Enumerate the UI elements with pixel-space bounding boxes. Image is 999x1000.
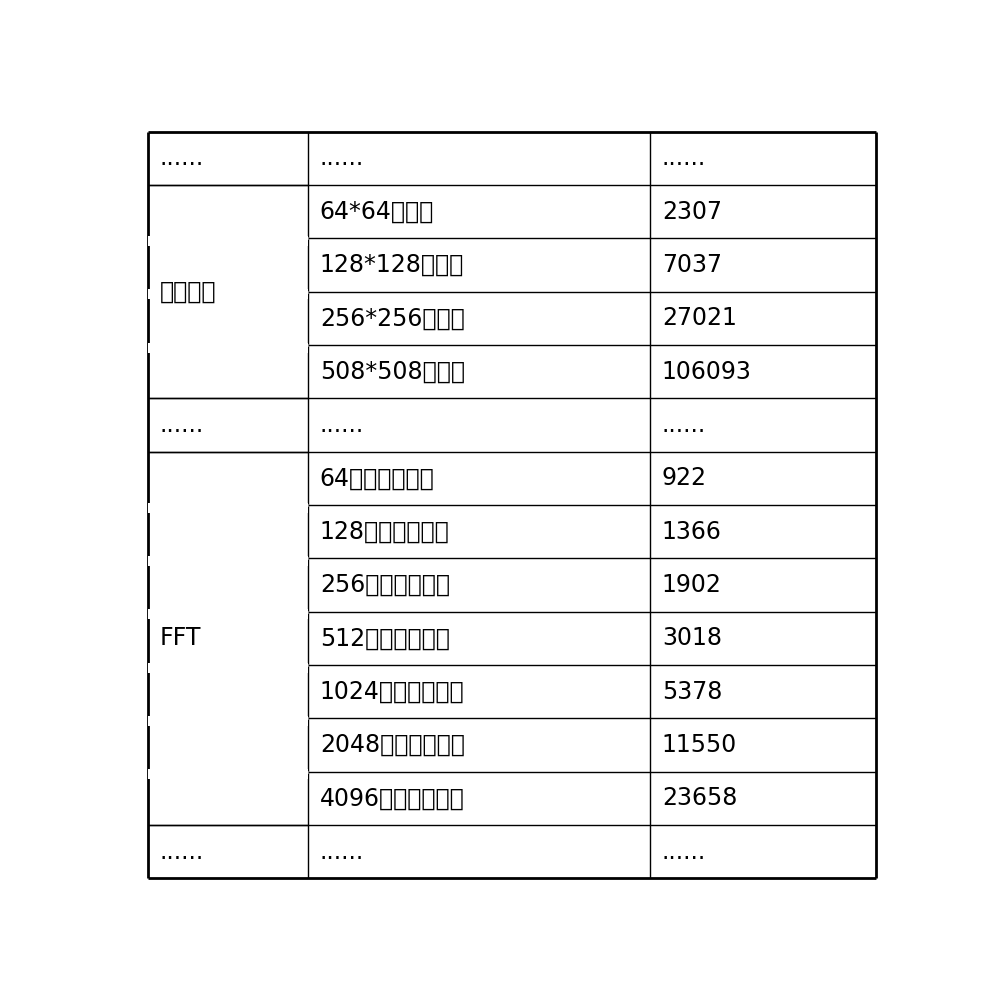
- Text: ......: ......: [320, 146, 364, 170]
- Text: 11550: 11550: [662, 733, 737, 757]
- Bar: [148, 236, 309, 246]
- Text: 512，单精度浮点: 512，单精度浮点: [320, 626, 450, 650]
- Text: 922: 922: [662, 466, 707, 490]
- Text: 64*64，字节: 64*64，字节: [320, 200, 435, 224]
- Text: ......: ......: [662, 146, 706, 170]
- Text: ......: ......: [662, 840, 706, 864]
- Text: 1366: 1366: [662, 520, 721, 544]
- Text: ......: ......: [662, 413, 706, 437]
- Text: 5378: 5378: [662, 680, 722, 704]
- Bar: [148, 769, 309, 779]
- Text: 256*256，字节: 256*256，字节: [320, 306, 465, 330]
- Text: 2048，单精度浮点: 2048，单精度浮点: [320, 733, 465, 757]
- Text: 27021: 27021: [662, 306, 736, 330]
- Text: 7037: 7037: [662, 253, 722, 277]
- Text: 3018: 3018: [662, 626, 722, 650]
- Text: ......: ......: [320, 840, 364, 864]
- Text: 128，单精度浮点: 128，单精度浮点: [320, 520, 450, 544]
- Text: 64，单精度浮点: 64，单精度浮点: [320, 466, 435, 490]
- Bar: [148, 289, 309, 299]
- Text: ......: ......: [160, 146, 204, 170]
- Bar: [148, 716, 309, 726]
- Text: 1024，单精度浮点: 1024，单精度浮点: [320, 680, 465, 704]
- Bar: [148, 503, 309, 513]
- Text: 23658: 23658: [662, 786, 737, 810]
- Text: 2307: 2307: [662, 200, 722, 224]
- Text: 128*128，字节: 128*128，字节: [320, 253, 465, 277]
- Text: 二维滤波: 二维滤波: [160, 280, 216, 304]
- Text: ......: ......: [160, 413, 204, 437]
- Text: 508*508，字节: 508*508，字节: [320, 360, 465, 384]
- Bar: [148, 556, 309, 566]
- Bar: [148, 343, 309, 353]
- Bar: [148, 663, 309, 673]
- Text: 4096，单精度浮点: 4096，单精度浮点: [320, 786, 465, 810]
- Text: 106093: 106093: [662, 360, 752, 384]
- Text: 1902: 1902: [662, 573, 721, 597]
- Text: ......: ......: [320, 413, 364, 437]
- Bar: [148, 609, 309, 619]
- Text: FFT: FFT: [160, 626, 201, 650]
- Text: ......: ......: [160, 840, 204, 864]
- Text: 256，单精度浮点: 256，单精度浮点: [320, 573, 450, 597]
